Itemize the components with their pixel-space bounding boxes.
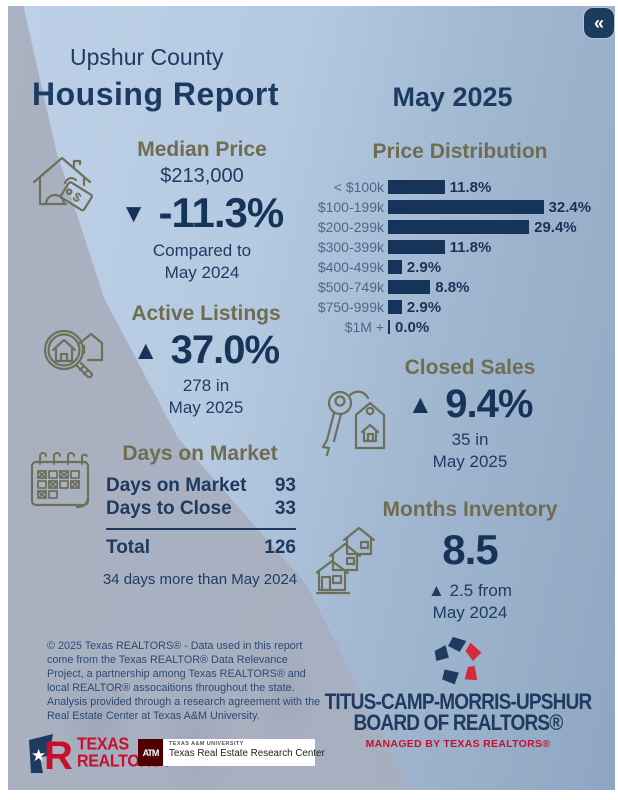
calendar-icon [28, 450, 94, 512]
chart-value-label: 11.8% [449, 238, 492, 256]
chart-bar [388, 220, 530, 234]
chart-row: $750-999k 2.9% [310, 297, 610, 317]
tr-logo-line1: TEXAS [77, 735, 129, 755]
chart-category-label: $500-749k [317, 279, 384, 295]
dom-total-label: Total [106, 537, 150, 558]
median-compare-line2: May 2024 [164, 263, 240, 282]
chart-bar [388, 180, 445, 194]
months-inventory-value: 8.5 [442, 526, 498, 573]
chart-category-label: $400-499k [317, 259, 384, 275]
days-on-market-section: Days on Market Days on Market 93 Days to C… [92, 442, 308, 588]
active-listings-count1: 278 in [182, 376, 230, 395]
chart-bar [388, 280, 431, 294]
price-distribution-chart: < $100k 11.8% $100-199k 32.4% $200-299k 29.4%… [310, 177, 610, 337]
chart-value-label: 2.9% [406, 298, 442, 316]
chart-row: $400-499k 2.9% [310, 257, 610, 277]
dom-total-value: 126 [264, 537, 296, 558]
median-price-title: Median Price [137, 138, 267, 161]
svg-text:★: ★ [31, 746, 46, 765]
chart-category-label: < $100k [333, 179, 384, 195]
house-price-tag-icon: $ [30, 152, 98, 218]
chart-row: $500-749k 8.8% [310, 277, 610, 297]
magnifier-house-icon [36, 322, 106, 392]
chart-category-label: $100-199k [317, 199, 384, 215]
chart-value-label: 8.8% [435, 278, 470, 296]
dom-row-label: Days to Close [106, 498, 232, 519]
chart-bar [388, 320, 390, 334]
dom-row: Days to Close 33 [106, 497, 296, 520]
up-arrow-icon: ▲ [132, 335, 159, 365]
report-page: Upshur County Housing Report May 2025 « … [8, 6, 615, 790]
pinwheel-star-icon [434, 636, 482, 685]
double-chevron-left-icon: « [593, 12, 604, 33]
closed-sales-section: Closed Sales ▲ 9.4% 35 in May 2025 [366, 356, 574, 473]
median-price-value: $213,000 [160, 165, 244, 187]
closed-sales-count1: 35 in [451, 430, 489, 449]
months-inventory-section: Months Inventory 8.5 ▲ 2.5 from May 2024 [366, 498, 574, 624]
chart-value-label: 32.4% [548, 198, 592, 216]
active-listings-section: Active Listings ▲ 37.0% 278 in May 2025 [92, 302, 320, 419]
closed-sales-title: Closed Sales [404, 356, 536, 379]
chart-bar [388, 240, 445, 254]
dom-row-label: Days on Market [106, 475, 247, 496]
days-on-market-title: Days on Market [122, 442, 278, 465]
report-period: May 2025 [392, 82, 513, 112]
dom-row-value: 93 [274, 475, 296, 496]
closed-sales-count2: May 2025 [432, 452, 508, 471]
closed-sales-change: 9.4% [445, 382, 533, 426]
active-listings-count2: May 2025 [168, 398, 244, 417]
dom-note: 34 days more than May 2024 [102, 571, 298, 588]
chart-row: $300-399k 11.8% [310, 237, 610, 257]
board-managed-by: MANAGED BY TEXAS REALTORS® [365, 738, 551, 750]
board-of-realtors-logo: TITUS-CAMP-MORRIS-UPSHUR BOARD OF REALTO… [318, 634, 598, 750]
chart-row: $100-199k 32.4% [310, 197, 610, 217]
months-inventory-change2: May 2024 [432, 603, 508, 622]
chart-category-label: $1M + [344, 319, 384, 335]
price-distribution-title: Price Distribution [372, 140, 548, 163]
dom-row-value: 33 [274, 498, 296, 519]
board-name-line1: TITUS-CAMP-MORRIS-UPSHUR [324, 690, 593, 715]
disclaimer-text: © 2025 Texas REALTORS® - Data used in th… [47, 640, 321, 723]
county-name: Upshur County [70, 44, 224, 70]
collapse-panel-button[interactable]: « [584, 8, 614, 38]
chart-value-label: 2.9% [406, 258, 442, 276]
down-arrow-icon: ▼ [120, 198, 147, 228]
months-inventory-change1: ▲ 2.5 from [428, 581, 512, 600]
chart-value-label: 29.4% [534, 218, 577, 236]
houses-icon [316, 526, 394, 600]
chart-category-label: $200-299k [317, 219, 384, 235]
chart-bar [388, 200, 544, 214]
chart-category-label: $750-999k [317, 299, 384, 315]
chart-row: $200-299k 29.4% [310, 217, 610, 237]
active-listings-change: 37.0% [170, 328, 280, 372]
chart-row: $1M + 0.0% [310, 317, 610, 337]
texas-realtors-mark-icon: R ★ [29, 734, 72, 775]
price-distribution-section: Price Distribution < $100k 11.8% $100-199k… [310, 140, 610, 337]
key-house-tag-icon [320, 382, 386, 462]
tamu-research-center-logo: ATM TEXAS A&M UNIVERSITY Texas Real Esta… [138, 739, 325, 766]
median-price-change: -11.3% [158, 189, 284, 236]
chart-row: < $100k 11.8% [310, 177, 610, 197]
tamu-mark-icon: ATM [138, 739, 163, 766]
active-listings-title: Active Listings [131, 302, 281, 325]
dom-rows: Days on Market 93 Days to Close 33 [106, 474, 296, 520]
tamu-university-label: TEXAS A&M UNIVERSITY [169, 741, 244, 747]
chart-value-label: 11.8% [449, 178, 492, 196]
median-compare-line1: Compared to [152, 241, 252, 260]
median-price-section: Median Price $213,000 ▼ -11.3% Compared … [88, 138, 316, 284]
chart-bar [388, 260, 402, 274]
tamu-center-label: Texas Real Estate Research Center [169, 748, 325, 759]
board-name-line2: BOARD OF REALTORS® [353, 711, 564, 736]
dom-divider [106, 528, 296, 530]
chart-category-label: $300-399k [317, 239, 384, 255]
months-inventory-title: Months Inventory [382, 498, 558, 521]
svg-text:R: R [44, 734, 72, 775]
dom-total-row: Total 126 [106, 537, 296, 559]
chart-bar [388, 300, 402, 314]
chart-value-label: 0.0% [395, 318, 430, 336]
dom-row: Days on Market 93 [106, 474, 296, 497]
up-arrow-icon: ▲ [407, 389, 434, 419]
page-title: Housing Report [32, 76, 279, 112]
